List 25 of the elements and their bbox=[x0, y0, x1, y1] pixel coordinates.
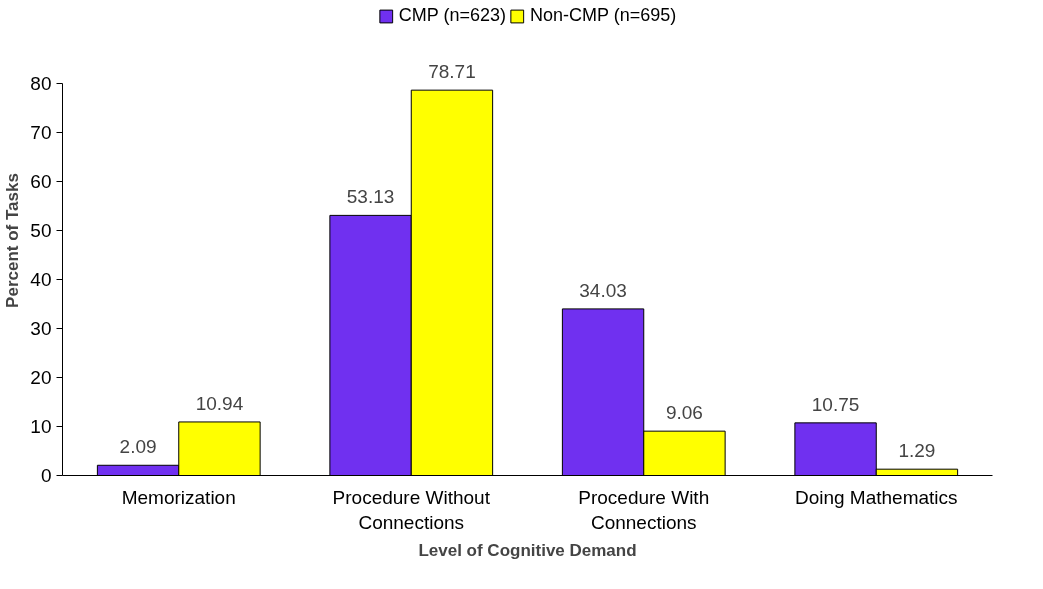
data-label: 34.03 bbox=[579, 279, 627, 301]
data-label: 10.75 bbox=[811, 393, 860, 415]
data-label: 78.71 bbox=[428, 61, 476, 83]
y-tick-label: 0 bbox=[40, 465, 52, 486]
data-label: 53.13 bbox=[346, 186, 395, 208]
y-tick-label: 80 bbox=[30, 73, 52, 95]
legend-label: Non-CMP (n=695) bbox=[529, 5, 677, 26]
y-tick-label: 40 bbox=[30, 269, 52, 291]
legend-label: CMP (n=623) bbox=[398, 5, 506, 26]
x-tick-label: Procedure Without Connections bbox=[332, 486, 491, 533]
data-label: 1.29 bbox=[898, 440, 936, 462]
x-tick-label: Procedure With Connections bbox=[578, 486, 710, 533]
data-label: 10.94 bbox=[195, 392, 244, 414]
y-axis-title: Percent of Tasks bbox=[3, 173, 23, 308]
y-tick-label: 60 bbox=[30, 171, 52, 193]
y-tick-label: 30 bbox=[30, 318, 52, 340]
x-tick-label: Memorization bbox=[121, 486, 236, 508]
x-axis-title: Level of Cognitive Demand bbox=[418, 540, 637, 560]
y-tick-label: 20 bbox=[30, 367, 52, 389]
data-label: 9.06 bbox=[665, 402, 703, 424]
y-tick-label: 50 bbox=[30, 220, 52, 242]
y-tick-label: 70 bbox=[30, 122, 52, 144]
y-tick-label: 10 bbox=[30, 416, 52, 438]
x-tick-label: Doing Mathematics bbox=[794, 486, 958, 508]
data-label: 2.09 bbox=[119, 436, 157, 458]
